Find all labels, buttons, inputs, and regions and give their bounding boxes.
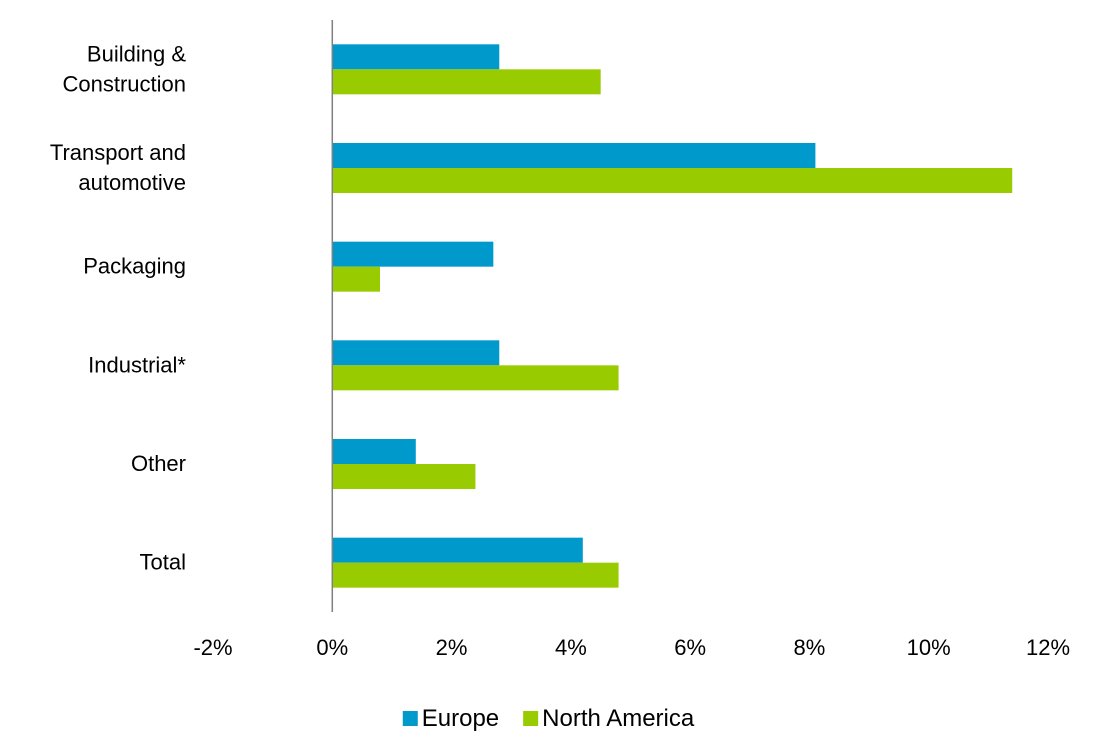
category-label: Other [131, 451, 186, 476]
bar-europe-2 [332, 241, 494, 267]
x-tick-label: 2% [436, 635, 468, 660]
bar-europe-4 [332, 439, 416, 464]
category-labels: Building & Construction Transport and autom… [50, 41, 187, 574]
bar-europe-5 [332, 537, 583, 563]
category-label-line: Building & [87, 41, 186, 66]
category-label: Industrial* [88, 352, 186, 377]
category-label: Building & Construction [62, 41, 186, 96]
legend-swatch-north-america [523, 711, 539, 726]
x-tick-label: 4% [555, 635, 587, 660]
bar-north-america-5 [332, 562, 619, 588]
x-tick-labels: -2% 0% 2% 4% 6% 8% 10% 12% [193, 635, 1070, 660]
category-label: Transport and automotive [50, 140, 186, 195]
category-label: Total [140, 550, 186, 575]
category-label-line: Other [131, 451, 186, 476]
category-label-line: automotive [78, 170, 186, 195]
bars-layer [332, 44, 1013, 588]
x-tick-label: 0% [316, 635, 348, 660]
legend-label-north-america: North America [542, 705, 695, 732]
bar-europe-3 [332, 340, 500, 366]
bar-europe-0 [332, 44, 500, 70]
x-tick-label: 8% [794, 635, 826, 660]
category-label-line: Industrial* [88, 352, 186, 377]
legend-label-europe: Europe [422, 705, 499, 732]
category-label: Packaging [83, 254, 186, 279]
bar-north-america-4 [332, 464, 476, 489]
bar-north-america-1 [332, 168, 1013, 193]
x-tick-label: 6% [674, 635, 706, 660]
x-tick-label: 10% [907, 635, 951, 660]
x-tick-label: 12% [1026, 635, 1070, 660]
bar-north-america-3 [332, 365, 619, 391]
x-tick-label: -2% [193, 635, 232, 660]
bar-europe-1 [332, 143, 816, 168]
category-label-line: Packaging [83, 254, 186, 279]
category-label-line: Total [140, 550, 186, 575]
bar-north-america-0 [332, 69, 601, 95]
category-label-line: Transport and [50, 140, 186, 165]
legend: Europe North America [402, 705, 695, 732]
legend-swatch-europe [402, 711, 418, 726]
bar-north-america-2 [332, 266, 380, 292]
category-label-line: Construction [62, 71, 186, 96]
